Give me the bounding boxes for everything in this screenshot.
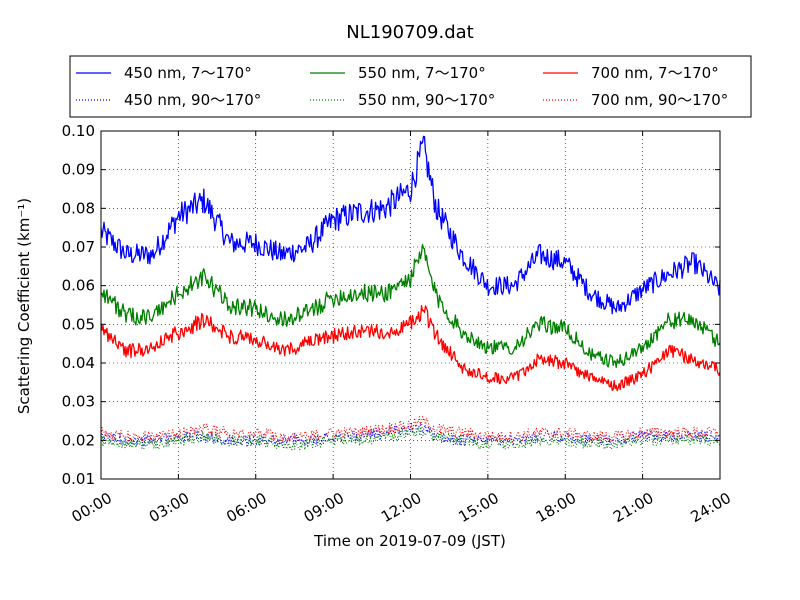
x-tick-label: 12:00 xyxy=(378,489,424,526)
legend-label-2: 550 nm, 7～170° xyxy=(358,64,486,82)
series-line-0 xyxy=(100,135,721,315)
x-tick-label: 06:00 xyxy=(223,489,269,526)
y-tick-label: 0.01 xyxy=(62,470,95,488)
series-line-3 xyxy=(100,426,721,451)
x-tick-label: 18:00 xyxy=(533,489,579,526)
y-tick-label: 0.10 xyxy=(62,122,95,140)
legend-label-4: 700 nm, 7～170° xyxy=(591,64,719,82)
series-line-2 xyxy=(100,244,721,369)
series-group xyxy=(100,135,721,451)
legend-label-5: 700 nm, 90～170° xyxy=(591,91,728,109)
legend-box xyxy=(69,55,752,118)
y-tick-label: 0.07 xyxy=(62,238,95,256)
legend-label-1: 450 nm, 90～170° xyxy=(124,91,261,109)
legend-label-3: 550 nm, 90～170° xyxy=(358,91,495,109)
x-axis-label: Time on 2019-07-09 (JST) xyxy=(313,532,506,550)
x-tick-label: 00:00 xyxy=(69,489,115,526)
y-tick-label: 0.09 xyxy=(62,161,95,179)
y-tick-label: 0.08 xyxy=(62,199,95,217)
x-tick-label: 24:00 xyxy=(688,489,734,526)
series-line-5 xyxy=(100,416,721,443)
legend: 450 nm, 7～170° 450 nm, 90～170° 550 nm, 7～1… xyxy=(69,55,752,118)
x-tick-label: 09:00 xyxy=(301,489,347,526)
y-tick-label: 0.02 xyxy=(62,431,95,449)
x-tick-label: 15:00 xyxy=(455,489,501,526)
y-tick-label: 0.05 xyxy=(62,315,95,333)
series-line-1 xyxy=(100,422,721,447)
x-tick-label: 03:00 xyxy=(146,489,192,526)
y-tick-label: 0.03 xyxy=(62,393,95,411)
y-tick-label: 0.04 xyxy=(62,354,95,372)
series-line-4 xyxy=(100,305,721,392)
y-tick-label: 0.06 xyxy=(62,277,95,295)
legend-label-0: 450 nm, 7～170° xyxy=(124,64,252,82)
chart-title: NL190709.dat xyxy=(346,22,473,43)
y-axis-label: Scattering Coefficient (km⁻¹) xyxy=(15,198,33,414)
x-tick-label: 21:00 xyxy=(610,489,656,526)
